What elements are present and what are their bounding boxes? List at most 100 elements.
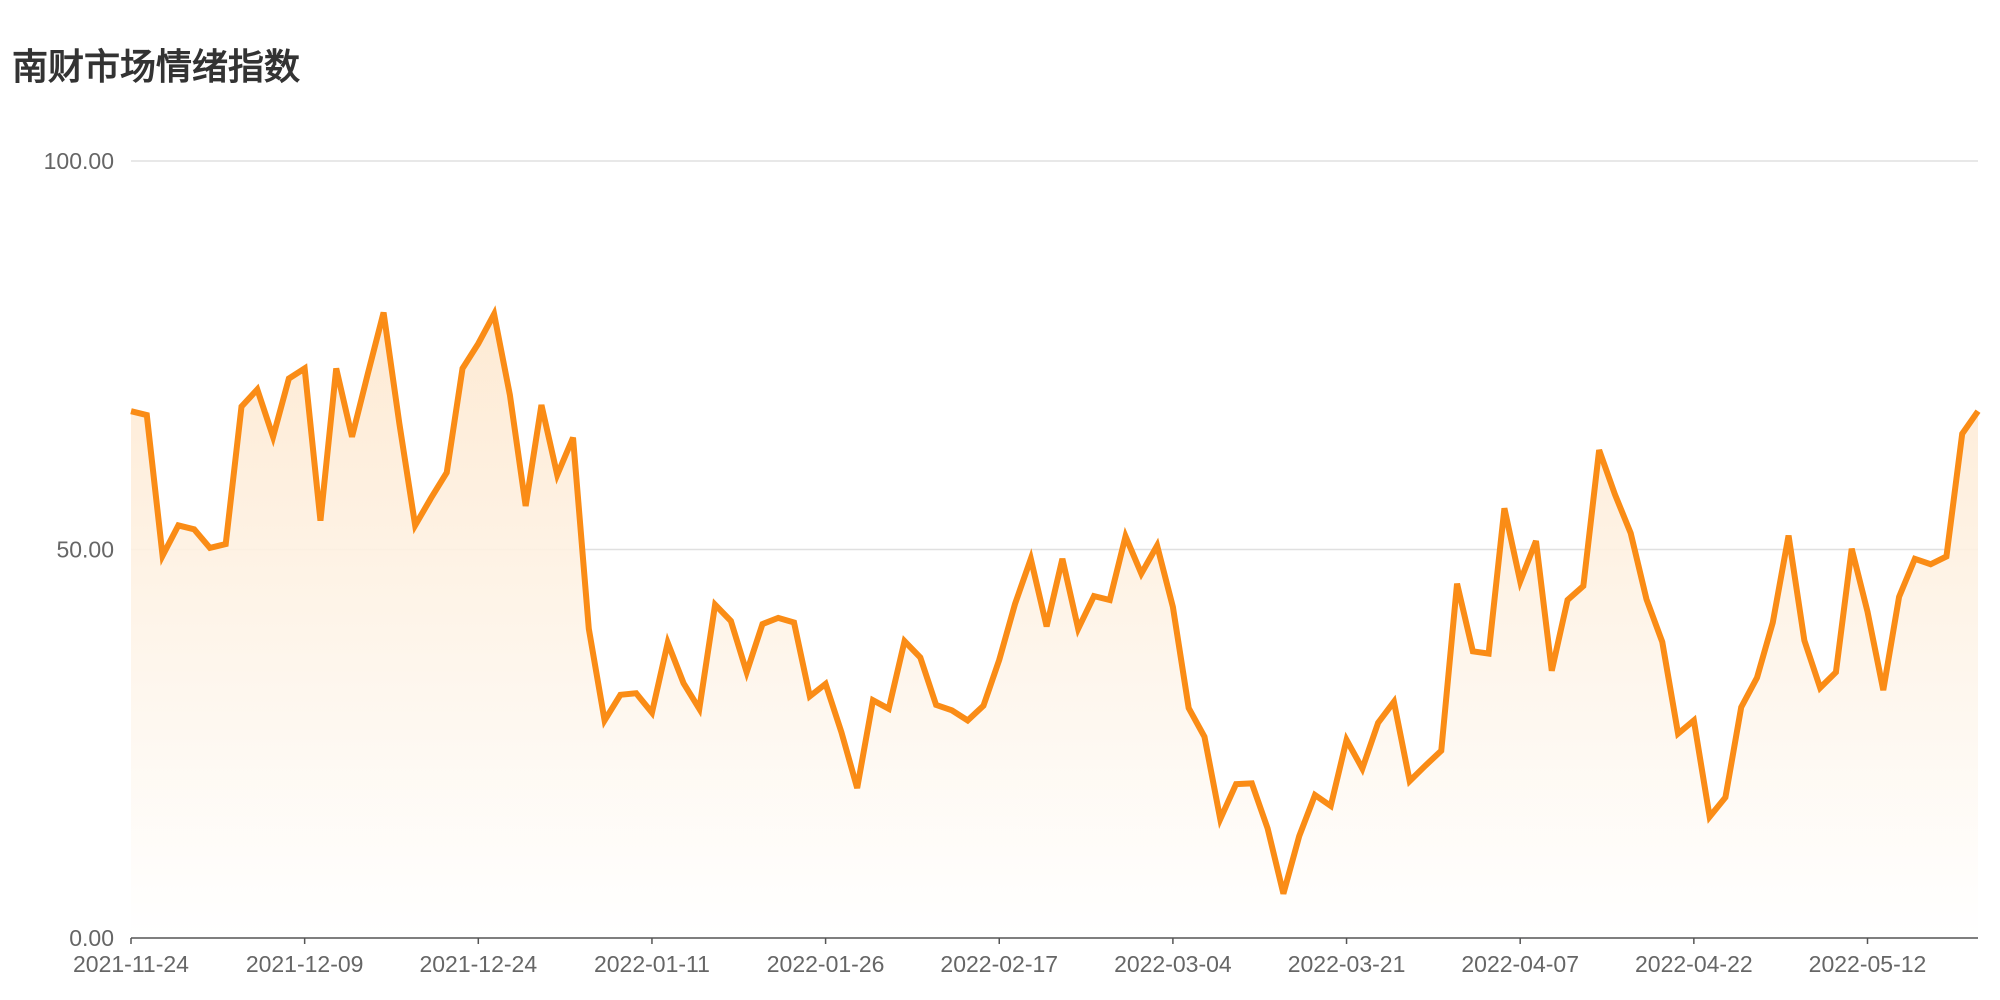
data-point (318, 519, 322, 523)
data-point (1139, 572, 1143, 576)
data-point (1581, 584, 1585, 588)
data-point (1376, 721, 1380, 725)
data-point (1866, 610, 1870, 614)
data-point (1881, 688, 1885, 692)
data-point (1739, 705, 1743, 709)
y-axis-ticks: 0.00 50.00 100.00 (44, 148, 114, 951)
data-point (1013, 602, 1017, 606)
data-point (824, 682, 828, 686)
data-point (366, 372, 370, 376)
data-point (666, 641, 670, 645)
data-point (1644, 597, 1648, 601)
data-point (1850, 547, 1854, 551)
data-point (1534, 539, 1538, 543)
y-tick-label: 50.00 (56, 537, 114, 563)
x-tick-label: 2022-04-07 (1461, 951, 1579, 977)
data-point (650, 711, 654, 715)
data-point (634, 691, 638, 695)
x-tick-label: 2022-02-17 (940, 951, 1058, 977)
data-point (1566, 598, 1570, 602)
data-point (1045, 624, 1049, 628)
data-point (208, 546, 212, 550)
data-point (1297, 834, 1301, 838)
data-point (697, 707, 701, 711)
data-point (1929, 562, 1933, 566)
x-tick-label: 2021-12-24 (419, 951, 537, 977)
data-point (413, 523, 417, 527)
data-point (1550, 669, 1554, 673)
data-point (161, 554, 165, 558)
data-point (839, 730, 843, 734)
data-point (429, 496, 433, 500)
data-point (808, 694, 812, 698)
data-point (713, 603, 717, 607)
data-point (1597, 448, 1601, 452)
data-point (303, 366, 307, 370)
data-point (760, 622, 764, 626)
data-point (334, 366, 338, 370)
x-axis-ticks: 2021-11-24 2021-12-09 2021-12-24 2022-01-11… (73, 938, 1926, 977)
data-point (997, 658, 1001, 662)
data-point (1408, 779, 1412, 783)
data-point (1266, 826, 1270, 830)
data-point (1692, 718, 1696, 722)
data-point (1834, 670, 1838, 674)
data-point (1076, 627, 1080, 631)
data-point (382, 311, 386, 315)
data-point (1329, 804, 1333, 808)
data-point (1913, 557, 1917, 561)
data-point (1360, 767, 1364, 771)
data-point (508, 393, 512, 397)
data-point (1345, 738, 1349, 742)
data-point (1281, 892, 1285, 896)
data-point (1108, 598, 1112, 602)
data-point (1124, 534, 1128, 538)
data-point (603, 718, 607, 722)
data-point (1802, 638, 1806, 642)
data-point (1960, 432, 1964, 436)
data-point (571, 436, 575, 440)
data-point (1250, 781, 1254, 785)
data-point (1755, 676, 1759, 680)
data-point (587, 627, 591, 631)
data-point (792, 621, 796, 625)
x-tick-label: 2022-05-12 (1809, 951, 1927, 977)
data-point (1439, 749, 1443, 753)
data-point (618, 693, 622, 697)
data-point (145, 413, 149, 417)
series-area (131, 312, 1978, 938)
data-point (240, 405, 244, 409)
data-point (1660, 640, 1664, 644)
data-point (887, 707, 891, 711)
data-point (855, 786, 859, 790)
data-point (492, 312, 496, 316)
chart-title: 南财市场情绪指数 (12, 47, 301, 88)
data-point (1392, 700, 1396, 704)
data-point (476, 342, 480, 346)
data-point (981, 704, 985, 708)
data-point (903, 639, 907, 643)
data-point (224, 542, 228, 546)
data-point (1944, 554, 1948, 558)
y-tick-label: 0.00 (69, 925, 114, 951)
data-point (1897, 595, 1901, 599)
x-tick-label: 2022-01-26 (767, 951, 885, 977)
data-point (1029, 557, 1033, 561)
data-point (1629, 531, 1633, 535)
data-point (1313, 793, 1317, 797)
x-tick-label: 2021-11-24 (73, 951, 189, 977)
data-point (966, 718, 970, 722)
data-point (871, 698, 875, 702)
data-point (1471, 649, 1475, 653)
data-point (397, 422, 401, 426)
data-point (524, 504, 528, 508)
series-line (130, 305, 1981, 895)
data-point (1487, 652, 1491, 656)
data-point (745, 670, 749, 674)
data-point (176, 523, 180, 527)
data-point (1613, 492, 1617, 496)
data-point (1518, 579, 1522, 583)
x-tick-label: 2022-04-22 (1635, 951, 1753, 977)
data-point (255, 387, 259, 391)
